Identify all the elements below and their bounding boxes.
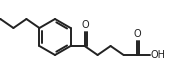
Text: O: O (82, 20, 89, 30)
Text: OH: OH (151, 50, 166, 60)
Text: O: O (134, 29, 141, 39)
